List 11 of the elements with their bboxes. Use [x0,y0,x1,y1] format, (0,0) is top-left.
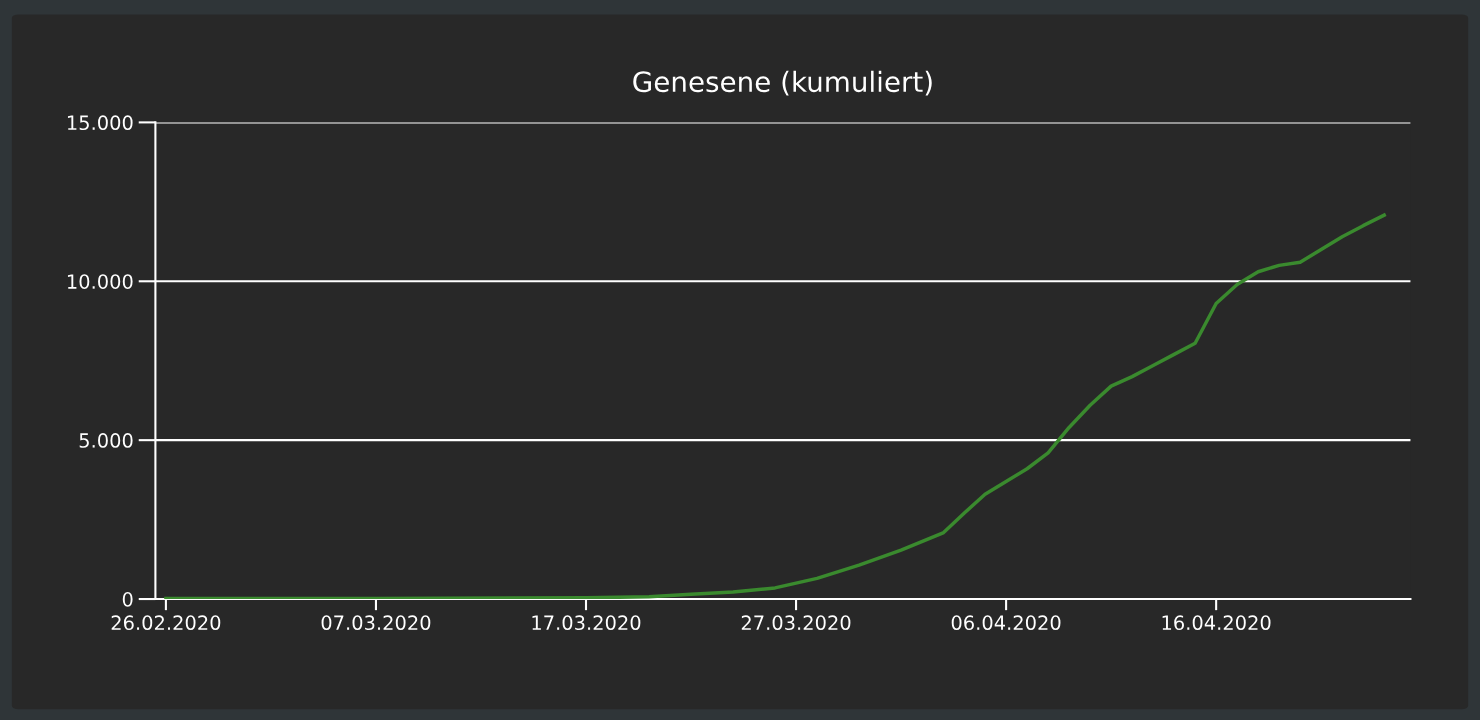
chart-title: Genesene (kumuliert) [633,70,932,96]
x-tick-label: 26.02.2020 [111,615,221,631]
x-tick-label: 27.03.2020 [741,615,851,631]
x-tick-label: 17.03.2020 [532,615,641,631]
y-tick-label: 15.000 [67,115,133,131]
y-tick-label: 10.000 [67,274,133,289]
y-tick-label: 5.000 [79,433,133,448]
y-tick-label: 0 [122,592,133,607]
x-tick-label: 07.03.2020 [321,615,431,631]
x-tick-label: 06.04.2020 [951,615,1061,631]
x-tick-label: 16.04.2020 [1162,615,1271,631]
